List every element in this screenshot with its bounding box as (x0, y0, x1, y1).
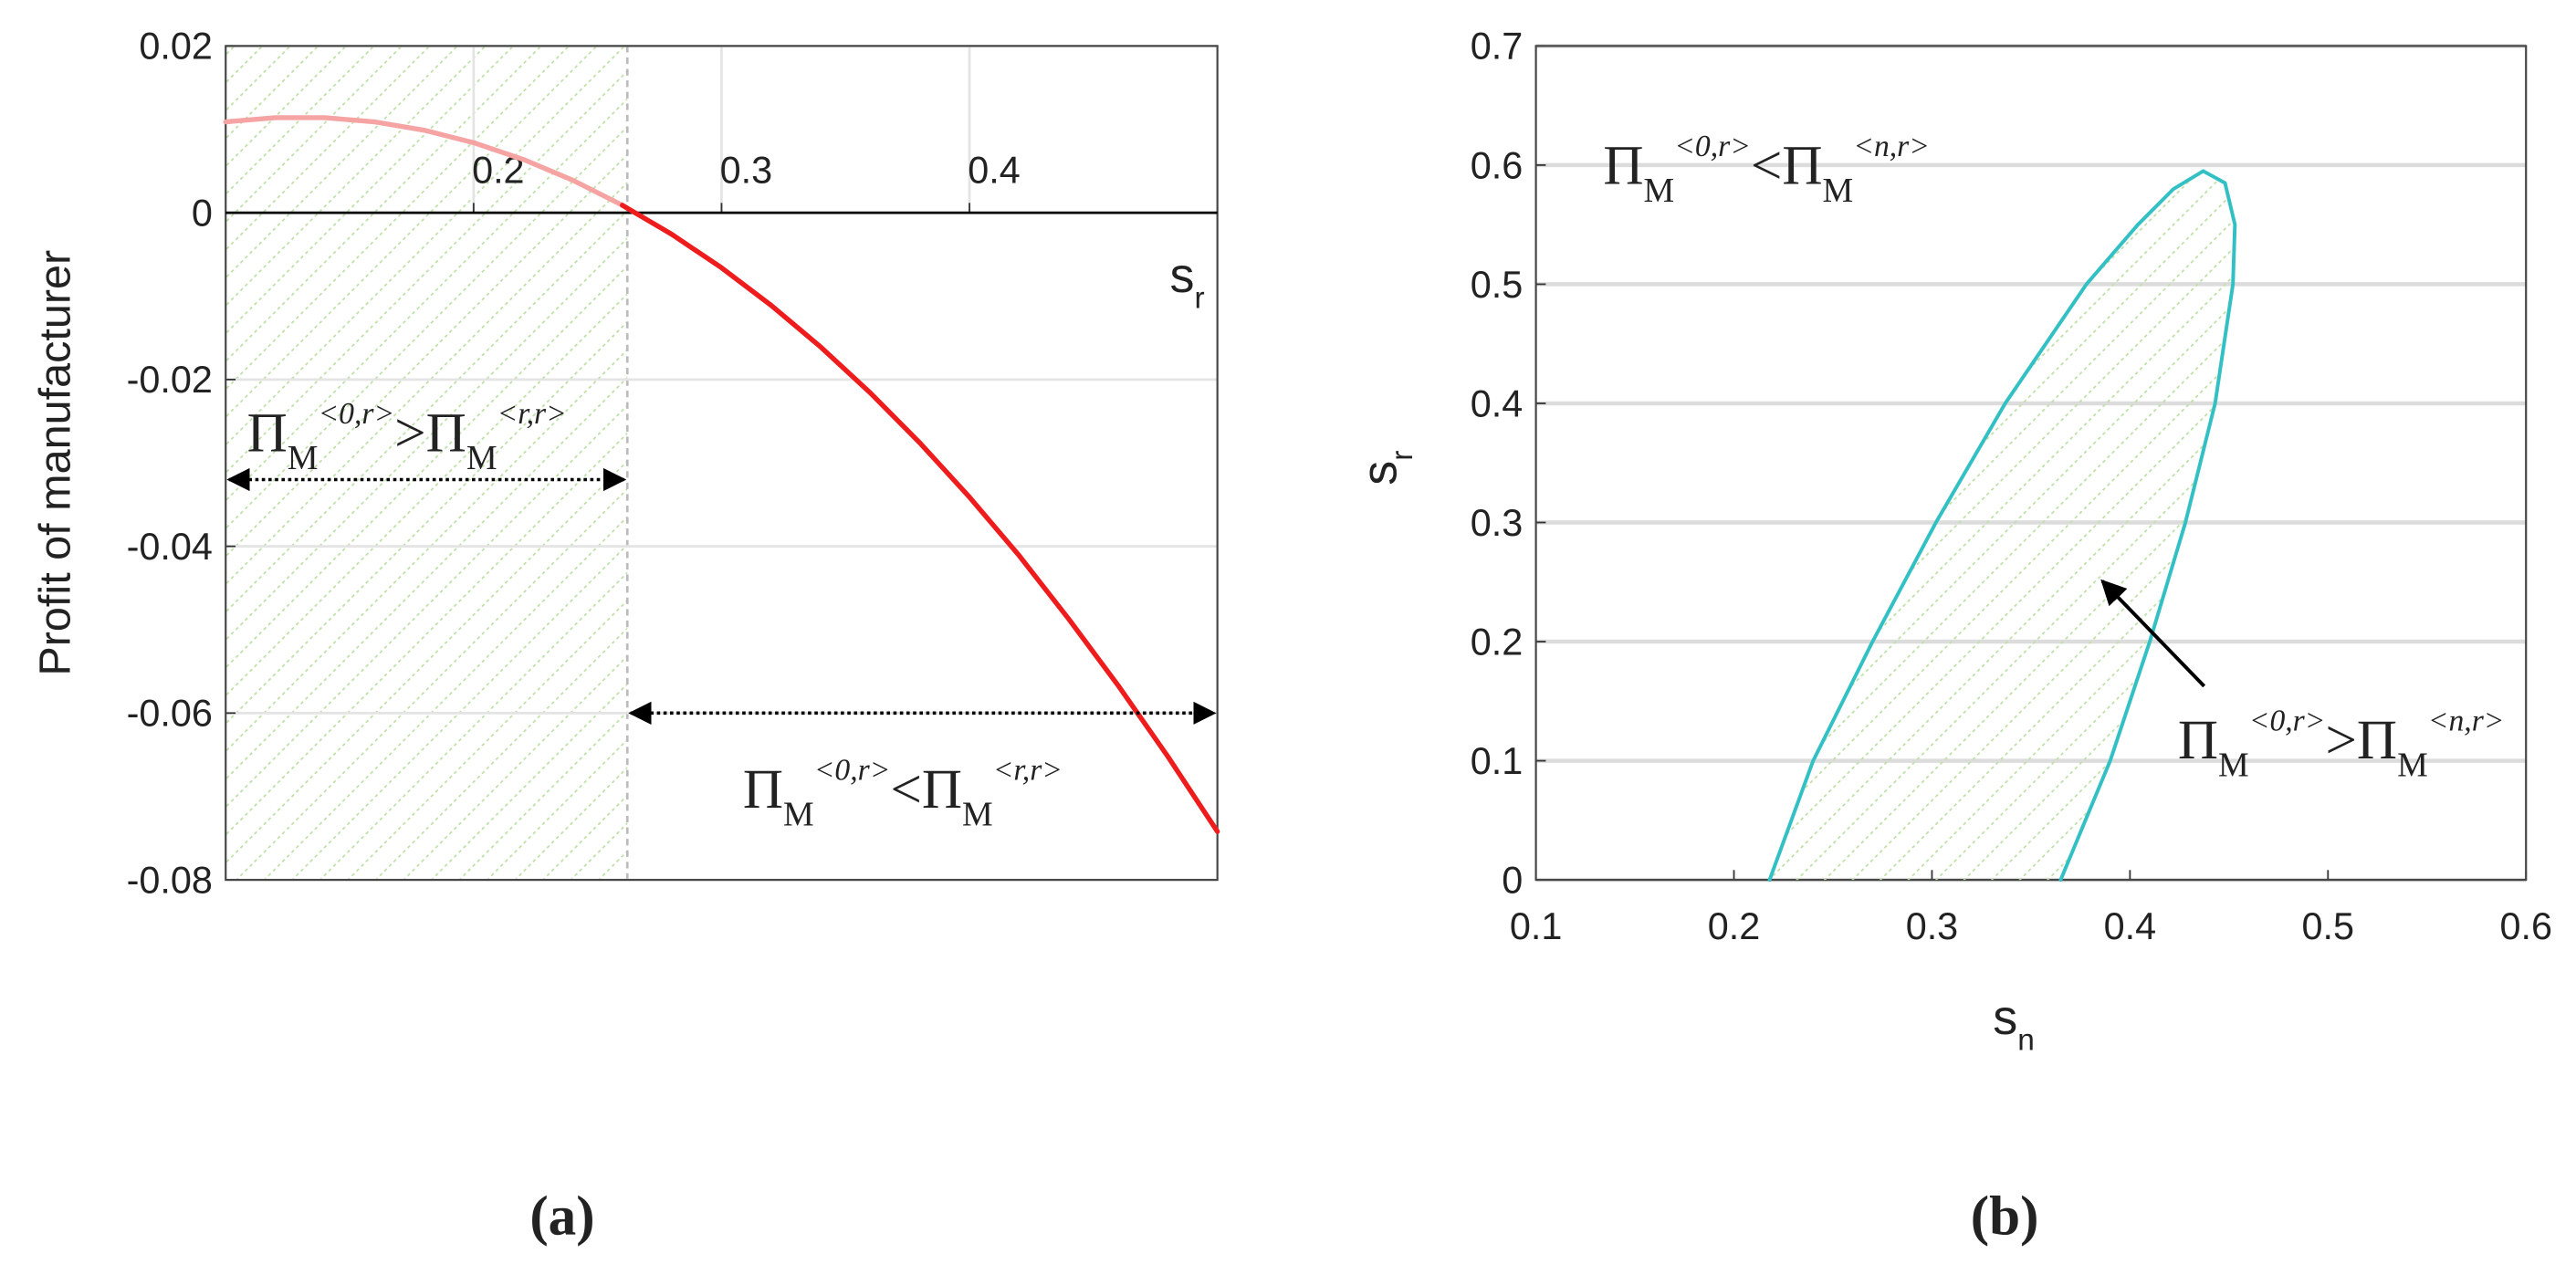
x-tick-label: 0.6 (2499, 905, 2552, 947)
formula-text: s (1993, 990, 2017, 1045)
formula-text: < (890, 759, 921, 820)
formula-sup: <0,r> (1674, 130, 1751, 163)
shaded-region (225, 46, 628, 881)
y-axis-label: Profit of manufacturer (30, 250, 79, 676)
formula-text: Π (743, 759, 783, 820)
formula-sup: <n,r> (2428, 704, 2505, 737)
formula-sub: M (2218, 747, 2249, 785)
plot-frame (225, 45, 1219, 882)
formula-text: Π (426, 403, 466, 465)
formula-sub: M (288, 439, 319, 477)
formula-text: > (2325, 710, 2356, 771)
x-tick-label: 0.1 (1510, 905, 1563, 947)
x-tick-label: 0.5 (2302, 905, 2355, 947)
annotation: ΠM<0,r><ΠM<r,r> (743, 753, 1063, 833)
y-tick-label: 0.5 (1471, 264, 1524, 306)
formula-text: s (1169, 248, 1194, 303)
annotation: ΠM<0,r>>ΠM<n,r> (2178, 704, 2505, 784)
formula-sup: <0,r> (814, 753, 891, 787)
formula-sub: M (2397, 747, 2428, 785)
formula-sub: M (1823, 172, 1854, 210)
formula-sub: M (783, 796, 814, 834)
formula-text: Π (2178, 710, 2218, 771)
series-line (223, 115, 625, 208)
y-axis-label: sr (1353, 451, 1419, 486)
formula-sub: M (962, 796, 993, 834)
formula-sub: M (466, 439, 497, 477)
annotation: ΠM<0,r>>ΠM<r,r> (247, 397, 567, 477)
formula-text: s (1353, 461, 1408, 486)
formula-text: Π (922, 759, 962, 820)
pointer-arrow (2100, 579, 2206, 688)
series-line (1767, 169, 2237, 883)
y-tick-label: 0.3 (1471, 502, 1524, 544)
y-tick-label: -0.02 (127, 359, 213, 401)
annotation: ΠM<0,r><ΠM<n,r> (1603, 130, 1930, 210)
formula-sup: <r,r> (993, 753, 1063, 787)
formula-text: Π (2357, 710, 2397, 771)
y-tick-label: 0 (1502, 859, 1523, 901)
x-tick-label: 0.4 (968, 150, 1021, 192)
formula-text: > (394, 403, 425, 465)
panel-caption: (a) (529, 1186, 594, 1248)
formula-sup: <0,r> (2249, 704, 2326, 737)
x-tick-label: 0.3 (720, 150, 773, 192)
formula-text: Π (247, 403, 288, 465)
y-tick-label: 0.1 (1471, 740, 1524, 782)
formula-sub: r (1194, 281, 1204, 315)
y-tick-label: -0.06 (127, 693, 213, 735)
y-tick-label: 0.7 (1471, 26, 1524, 68)
x-axis-label: sn (1993, 990, 2035, 1057)
formula-text: < (1751, 135, 1782, 196)
y-tick-label: -0.08 (127, 859, 213, 901)
y-tick-label: 0.2 (1471, 621, 1524, 663)
x-tick-label: 0.2 (1708, 905, 1761, 947)
panel-caption: (b) (1971, 1186, 2039, 1248)
x-axis-label: sr (1169, 248, 1204, 315)
formula-sup: <0,r> (318, 397, 394, 431)
y-tick-label: -0.04 (127, 526, 213, 568)
x-tick-label: 0.4 (2104, 905, 2157, 947)
x-tick-label: 0.3 (1906, 905, 1959, 947)
formula-sub: n (2017, 1023, 2035, 1057)
formula-sup: <r,r> (497, 397, 567, 431)
y-tick-label: 0.02 (139, 26, 213, 68)
series-line (620, 203, 1220, 834)
formula-text: Π (1603, 135, 1643, 196)
y-tick-label: 0.6 (1471, 144, 1524, 186)
y-tick-label: 0.4 (1471, 382, 1524, 424)
formula-sub: r (1386, 451, 1419, 461)
formula-sup: <n,r> (1853, 130, 1930, 163)
y-tick-label: 0 (192, 193, 213, 235)
formula-sub: M (1644, 172, 1675, 210)
formula-text: Π (1782, 135, 1822, 196)
